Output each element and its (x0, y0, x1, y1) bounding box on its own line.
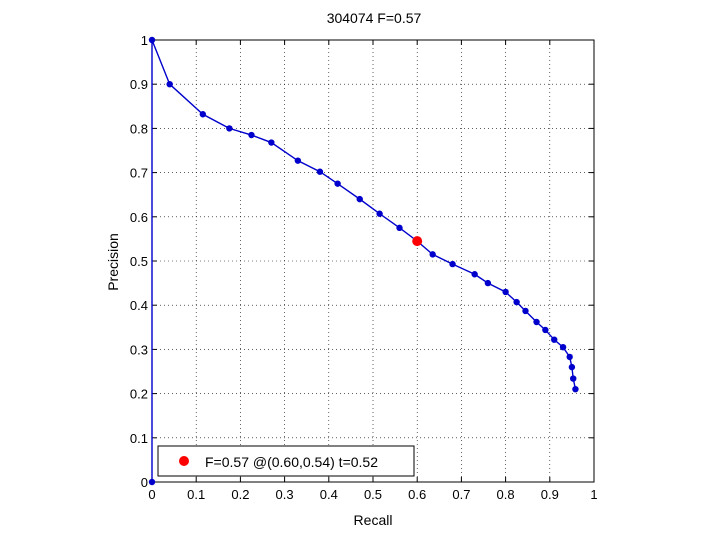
data-point (148, 36, 156, 44)
data-point (533, 318, 540, 326)
x-tick-label: 0.3 (276, 487, 294, 502)
data-point (396, 224, 403, 232)
x-tick-label: 0.5 (364, 487, 382, 502)
x-tick-label: 0.8 (497, 487, 515, 502)
data-point (316, 168, 324, 175)
y-tick-labels: 0 0.1 0.2 0.3 0.4 0.5 0.6 0.7 0.8 0.9 1 (130, 33, 148, 490)
legend-label: F=0.57 @(0.60,0.54) t=0.52 (205, 454, 378, 470)
y-axis-label: Precision (105, 233, 121, 291)
chart-title: 304074 F=0.57 (327, 10, 422, 26)
x-tick-label: 0.4 (320, 487, 338, 502)
data-point (502, 288, 509, 296)
legend: F=0.57 @(0.60,0.54) t=0.52 (157, 445, 415, 477)
y-tick-label: 0 (141, 475, 148, 490)
y-tick-label: 0.1 (130, 431, 148, 446)
data-point (356, 195, 363, 203)
data-point (294, 157, 302, 164)
data-point (570, 375, 577, 382)
data-point (226, 125, 233, 132)
data-point (268, 139, 275, 146)
x-tick-label: 0.6 (408, 487, 426, 502)
data-point (513, 298, 520, 306)
y-tick-label: 0.6 (130, 210, 148, 225)
y-tick-label: 1 (141, 33, 148, 48)
data-point (166, 81, 173, 88)
legend-box (157, 445, 415, 477)
data-point (376, 210, 383, 217)
x-tick-label: 0.9 (541, 487, 559, 502)
x-tick-label: 0 (148, 487, 155, 502)
data-point (449, 260, 456, 268)
data-point (522, 307, 529, 315)
y-tick-label: 0.2 (130, 387, 148, 402)
data-point (334, 180, 341, 187)
data-point (566, 353, 573, 361)
data-point (429, 251, 436, 258)
data-point (148, 478, 156, 486)
x-tick-label: 0.1 (187, 487, 205, 502)
x-tick-label: 0.7 (452, 487, 470, 502)
data-point (551, 336, 558, 343)
y-tick-label: 0.8 (130, 121, 148, 136)
y-tick-label: 0.9 (130, 77, 148, 92)
x-tick-label: 1 (590, 487, 597, 502)
data-point (572, 385, 579, 393)
legend-marker (179, 456, 189, 466)
best-f-point (412, 236, 423, 247)
data-point (568, 363, 576, 371)
y-tick-label: 0.3 (130, 342, 148, 357)
grid-lines (152, 40, 594, 482)
x-tick-labels: 0 0.1 0.2 0.3 0.4 0.5 0.6 0.7 0.8 0.9 1 (148, 487, 597, 502)
data-point (471, 271, 478, 278)
x-axis-label: Recall (354, 512, 393, 528)
data-point (199, 111, 207, 118)
data-point (484, 279, 492, 287)
x-tick-label: 0.2 (231, 487, 249, 502)
y-tick-label: 0.5 (130, 254, 148, 269)
series-layer (148, 36, 579, 486)
data-point (248, 131, 255, 139)
y-tick-label: 0.4 (130, 298, 148, 313)
data-point (542, 326, 549, 334)
data-point (559, 343, 567, 351)
y-tick-label: 0.7 (130, 166, 148, 181)
